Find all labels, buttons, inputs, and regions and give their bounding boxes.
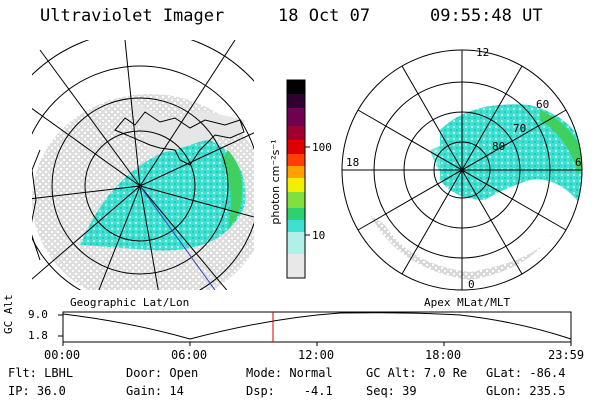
color-bar: [286, 79, 310, 279]
latitude-circle: [84, 130, 196, 242]
altitude-strip: [58, 311, 572, 346]
latitude-circle: [51, 97, 229, 275]
coastline-west: [32, 149, 41, 261]
terminator-line: [139, 185, 216, 290]
time-tick-0600: 06:00: [171, 348, 208, 362]
mlt-label-18: 18: [346, 156, 360, 169]
latitude-circle: [32, 65, 254, 290]
longitude-lines: [32, 40, 254, 290]
right-panel-caption: Apex MLat/MLT: [424, 296, 511, 309]
info-glon: GLon: 235.5: [486, 384, 566, 398]
green-emission: [222, 150, 243, 230]
colorbar-tick-10: 10: [312, 229, 326, 242]
time-tick-2359: 23:59: [548, 348, 585, 362]
mlat-label-80: 80: [492, 140, 506, 153]
mlat-label-70: 70: [513, 122, 527, 135]
altitude-curve: [62, 312, 572, 340]
info-dsp: Dsp: -4.1: [246, 384, 333, 398]
altitude-frame: [62, 311, 572, 343]
colorbar-unit-label: photon cm⁻²s⁻¹: [269, 139, 282, 225]
coastline-antarctica: [114, 111, 245, 166]
altitude-ylabel: GC Alt: [2, 294, 15, 334]
info-glat: GLat: -86.4: [486, 366, 566, 380]
left-panel-caption: Geographic Lat/Lon: [70, 296, 190, 309]
info-seq: Seq: 39: [366, 384, 417, 398]
mlt-label-0: 0: [468, 278, 475, 291]
time-tick-0000: 00:00: [44, 348, 81, 362]
altitude-ytick-low: 1.8: [28, 329, 48, 342]
colorbar-tick-100: 100: [312, 141, 332, 154]
info-gain: Gain: 14: [126, 384, 184, 398]
time-tick-1200: 12:00: [298, 348, 335, 362]
mlat-label-60: 60: [536, 98, 550, 111]
info-ip: IP: 36.0: [8, 384, 66, 398]
altitude-ticks: [58, 314, 572, 346]
polar-green-emission: [540, 110, 582, 175]
polar-dim-glow: [370, 215, 555, 280]
image-time: 09:55:48 UT: [430, 6, 543, 26]
info-flt: Flt: LBHL: [8, 366, 74, 380]
mlt-label-6: 6: [575, 156, 582, 169]
image-date: 18 Oct 07: [278, 6, 371, 26]
geographic-map: [32, 40, 254, 290]
polar-meridian: [357, 109, 567, 231]
polar-plot: [341, 49, 583, 291]
instrument-title: Ultraviolet Imager: [40, 6, 225, 26]
altitude-ytick-high: 9.0: [28, 308, 48, 321]
mlt-label-12: 12: [476, 46, 490, 59]
info-mode: Mode: Normal: [246, 366, 333, 380]
info-door: Door: Open: [126, 366, 199, 380]
info-gc-alt: GC Alt: 7.0 Re: [366, 366, 468, 380]
auroral-oval-emission: [80, 140, 246, 251]
time-tick-1800: 18:00: [425, 348, 462, 362]
upper-glow: [130, 100, 245, 155]
